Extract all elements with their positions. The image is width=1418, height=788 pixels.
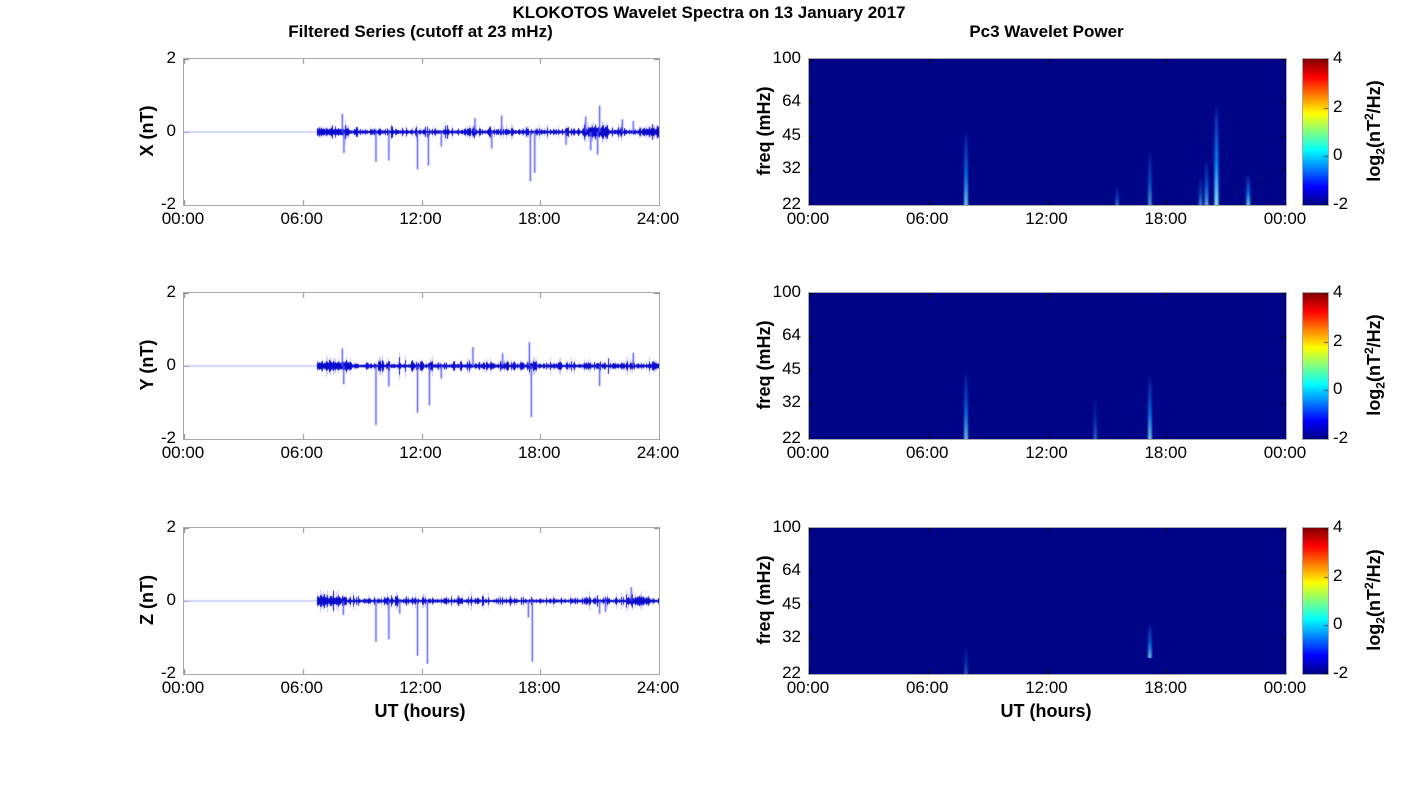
z-filtered-series-canvas — [184, 528, 659, 674]
colorbar-tick-label: 4 — [1333, 517, 1343, 536]
x-tick-label: 00:00 — [1263, 443, 1307, 462]
x-tick-label: 00:00 — [1263, 678, 1307, 697]
colorbar-canvas — [1303, 293, 1328, 439]
colorbar-tick-label: -2 — [1333, 428, 1349, 447]
figure-title: KLOKOTOS Wavelet Spectra on 13 January 2… — [512, 3, 906, 22]
cb-label-nt: (nT — [1364, 120, 1384, 148]
z-wavelet-panel — [808, 527, 1287, 675]
x-tick-label: 00:00 — [161, 678, 205, 697]
colorbar-y — [1302, 292, 1329, 440]
x-timeseries-panel — [183, 58, 660, 206]
freq-tick-label: 45 — [782, 124, 801, 144]
colorbar-z — [1302, 527, 1329, 675]
x-tick-label: 06:00 — [280, 443, 324, 462]
freq-tick-label: 64 — [782, 560, 801, 580]
colorbar-tick-label: 2 — [1333, 565, 1343, 585]
x-tick-label: 18:00 — [1144, 678, 1188, 697]
y-tick-label: 0 — [166, 590, 176, 609]
colorbar-tick-label: 0 — [1333, 379, 1343, 399]
y-wavelet-power-canvas — [809, 293, 1286, 439]
freq-tick-label: 32 — [782, 391, 801, 411]
y-wavelet-panel — [808, 292, 1287, 440]
colorbar-tick-label: 4 — [1333, 48, 1343, 67]
colorbar-tick-label: 0 — [1333, 614, 1343, 634]
x-tick-label: 06:00 — [280, 678, 324, 697]
y-tick-label: 2 — [166, 282, 176, 301]
x-tick-label: 00:00 — [786, 678, 830, 697]
cb-label-sub2: 2 — [1373, 382, 1388, 389]
colorbar-tick-label: -2 — [1333, 663, 1349, 682]
colorbar-label-bot: log2(nT2/Hz) — [1358, 527, 1388, 673]
colorbar-tick-label: 2 — [1333, 330, 1343, 350]
y-tick-label: 2 — [166, 48, 176, 67]
x-tick-label: 00:00 — [161, 209, 205, 228]
x-tick-label: 24:00 — [636, 678, 680, 697]
x-tick-label: 06:00 — [280, 209, 324, 228]
x-tick-label: 24:00 — [636, 209, 680, 228]
colorbar-x — [1302, 58, 1329, 206]
x-tick-label: 18:00 — [1144, 443, 1188, 462]
x-tick-label: 12:00 — [1025, 443, 1068, 462]
x-wavelet-panel — [808, 58, 1287, 206]
freq-tick-label: 22 — [782, 663, 801, 682]
y-tick-label: -2 — [160, 663, 176, 682]
y-tick-label: -2 — [160, 428, 176, 447]
colorbar-tick-label: 0 — [1333, 145, 1343, 165]
cb-label-sub2: 2 — [1373, 148, 1388, 155]
freq-tick-label: 45 — [782, 358, 801, 378]
colorbar-tick-label: 4 — [1333, 282, 1343, 301]
colorbar-canvas — [1303, 528, 1328, 674]
y-tick-label: 0 — [166, 121, 176, 140]
x-tick-label: 18:00 — [517, 443, 561, 462]
freq-tick-label: 22 — [782, 194, 801, 213]
xlabel-left-ut-hours: UT (hours) — [374, 701, 466, 721]
colorbar-canvas — [1303, 59, 1328, 205]
freq-tick-label: 45 — [782, 593, 801, 613]
colorbar-tick-label: 2 — [1333, 96, 1343, 116]
freq-tick-label: 100 — [772, 282, 801, 301]
x-tick-label: 12:00 — [399, 443, 442, 462]
colorbar-tick-label: -2 — [1333, 194, 1349, 213]
x-tick-label: 06:00 — [905, 678, 949, 697]
x-tick-label: 00:00 — [1263, 209, 1307, 228]
freq-tick-label: 22 — [782, 428, 801, 447]
x-tick-label: 18:00 — [517, 678, 561, 697]
y-tick-label: 2 — [166, 517, 176, 536]
x-tick-label: 00:00 — [786, 443, 830, 462]
y-tick-label: -2 — [160, 194, 176, 213]
y-timeseries-panel — [183, 292, 660, 440]
x-tick-label: 12:00 — [399, 678, 442, 697]
cb-label-nt: (nT — [1364, 589, 1384, 617]
x-tick-label: 06:00 — [905, 443, 949, 462]
x-filtered-series-canvas — [184, 59, 659, 205]
y-tick-label: 0 — [166, 355, 176, 374]
freq-tick-label: 32 — [782, 626, 801, 646]
freq-tick-label: 100 — [772, 517, 801, 536]
freq-tick-label: 64 — [782, 325, 801, 345]
cb-label-sub2: 2 — [1373, 617, 1388, 624]
x-tick-label: 00:00 — [786, 209, 830, 228]
x-tick-label: 24:00 — [636, 443, 680, 462]
right-column-title: Pc3 Wavelet Power — [969, 22, 1124, 41]
x-tick-label: 00:00 — [161, 443, 205, 462]
cb-label-nt: (nT — [1364, 354, 1384, 382]
x-tick-label: 12:00 — [1025, 678, 1068, 697]
freq-tick-label: 100 — [772, 48, 801, 67]
colorbar-label-mid: log2(nT2/Hz) — [1358, 292, 1388, 438]
freq-tick-label: 32 — [782, 157, 801, 177]
x-tick-label: 06:00 — [905, 209, 949, 228]
x-tick-label: 12:00 — [1025, 209, 1068, 228]
x-tick-label: 18:00 — [1144, 209, 1188, 228]
left-column-title: Filtered Series (cutoff at 23 mHz) — [288, 22, 553, 41]
y-filtered-series-canvas — [184, 293, 659, 439]
freq-tick-label: 64 — [782, 91, 801, 111]
colorbar-label-top: log2(nT2/Hz) — [1358, 58, 1388, 204]
z-wavelet-power-canvas — [809, 528, 1286, 674]
x-tick-label: 18:00 — [517, 209, 561, 228]
z-timeseries-panel — [183, 527, 660, 675]
x-wavelet-power-canvas — [809, 59, 1286, 205]
xlabel-right-ut-hours: UT (hours) — [1000, 701, 1092, 721]
x-tick-label: 12:00 — [399, 209, 442, 228]
